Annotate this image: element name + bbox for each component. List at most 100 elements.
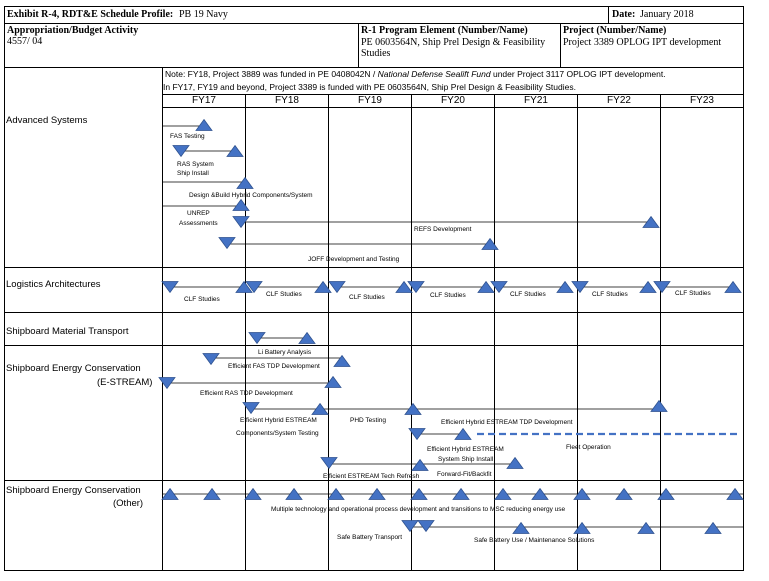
- row-label-energy-estream-sub: (E-STREAM): [97, 377, 153, 388]
- milestone-end-marker: [704, 521, 722, 534]
- milestone-end-marker: [454, 427, 472, 440]
- note-line1-c: under Project 3117 OPLOG IPT development…: [492, 69, 666, 79]
- task-clf-studies: CLF Studies: [510, 291, 546, 298]
- milestone-start-marker: [401, 520, 419, 533]
- milestone-end-marker: [512, 521, 530, 534]
- row-label-material-transport: Shipboard Material Transport: [6, 326, 129, 337]
- task-clf-studies: CLF Studies: [184, 296, 220, 303]
- outer-border: [4, 6, 744, 571]
- milestone-end-marker: [327, 487, 345, 500]
- row-label-energy-other: Shipboard Energy Conservation: [6, 485, 141, 496]
- task-clf-studies: CLF Studies: [675, 290, 711, 297]
- project-label: Project (Number/Name): [563, 25, 667, 36]
- milestone-end-marker: [642, 215, 660, 228]
- task-hybrid-testing: Components/System Testing: [236, 430, 319, 437]
- task-clf-studies: CLF Studies: [349, 294, 385, 301]
- milestone-end-marker: [404, 402, 422, 415]
- task-phd-testing: PHD Testing: [350, 417, 387, 424]
- task-eff-ras: Efficient RAS TDP Development: [200, 390, 293, 397]
- task-fleet-operation: Fleet Operation: [566, 444, 611, 451]
- row-label-energy-other-sub: (Other): [113, 498, 144, 509]
- task-ship-install: Ship Install: [177, 170, 209, 177]
- milestone-end-marker: [368, 487, 386, 500]
- milestone-end-marker: [639, 280, 657, 293]
- milestone-end-marker: [615, 487, 633, 500]
- milestone-start-marker: [218, 237, 236, 250]
- milestone-end-marker: [477, 280, 495, 293]
- milestone-end-marker: [531, 487, 549, 500]
- note-line1: Note: FY18, Project 3889 was funded in P…: [165, 69, 666, 80]
- task-clf-studies: CLF Studies: [430, 292, 466, 299]
- row-label-energy-estream: Shipboard Energy Conservation: [6, 363, 141, 374]
- task-unrep: UNREP: [187, 210, 210, 217]
- task-hybrid-install-sub: System Ship Install: [438, 456, 494, 463]
- task-eff-fas: Efficient FAS TDP Development: [228, 363, 320, 370]
- note-line1-a: Note: FY18, Project 3889 was funded in P…: [165, 69, 376, 79]
- milestone-end-marker: [657, 487, 675, 500]
- milestone-end-marker: [726, 487, 744, 500]
- milestone-end-marker: [314, 280, 332, 293]
- fy-header: FY23: [690, 95, 714, 106]
- milestone-end-marker: [195, 118, 213, 131]
- task-li-battery: Li Battery Analysis: [258, 349, 312, 356]
- milestone-end-marker: [506, 456, 524, 469]
- task-fas-testing: FAS Testing: [170, 133, 205, 140]
- milestone-start-marker: [158, 377, 176, 390]
- milestone-start-marker: [490, 281, 508, 294]
- task-hybrid-components: Efficient Hybrid ESTREAM: [240, 417, 317, 424]
- project-value: Project 3389 OPLOG IPT development: [563, 37, 722, 48]
- fy-header: FY18: [275, 95, 299, 106]
- milestone-start-marker: [408, 428, 426, 441]
- milestone-end-marker: [324, 375, 342, 388]
- milestone-end-marker: [573, 521, 591, 534]
- milestone-start-marker: [320, 457, 338, 470]
- task-clf-studies: CLF Studies: [592, 291, 628, 298]
- milestone-end-marker: [494, 487, 512, 500]
- task-hybrid-tdp: Efficient Hybrid ESTREAM TDP Development: [441, 419, 573, 426]
- milestone-end-marker: [481, 237, 499, 250]
- milestone-start-marker: [407, 281, 425, 294]
- task-safe-battery-use: Safe Battery Use / Maintenance Solutions: [474, 537, 595, 544]
- task-clf-studies: CLF Studies: [266, 291, 302, 298]
- task-safe-battery-transport: Safe Battery Transport: [337, 534, 403, 541]
- milestone-end-marker: [235, 280, 253, 293]
- note-line2: In FY17, FY19 and beyond, Project 3389 i…: [163, 82, 576, 92]
- task-multiple: Multiple technology and operational proc…: [271, 506, 566, 513]
- exhibit-label: Exhibit R-4, RDT&E Schedule Profile:: [7, 9, 174, 20]
- fy-header: FY21: [524, 95, 548, 106]
- milestone-end-marker: [452, 487, 470, 500]
- milestone-end-marker: [411, 458, 429, 471]
- milestone-start-marker: [232, 216, 250, 229]
- milestone-end-marker: [285, 487, 303, 500]
- date-value: January 2018: [640, 9, 694, 20]
- milestone-start-marker: [202, 353, 220, 366]
- row-label-logistics-architectures: Logistics Architectures: [6, 279, 101, 290]
- task-forward-fit: Forward-Fit/Backfit: [437, 471, 492, 478]
- task-hybrid-install: Efficient Hybrid ESTREAM: [427, 446, 504, 453]
- task-unrep-assessments: Assessments: [179, 220, 218, 227]
- pe-label: R-1 Program Element (Number/Name): [361, 25, 528, 36]
- milestone-end-marker: [311, 402, 329, 415]
- milestone-start-marker: [653, 281, 671, 294]
- milestone-end-marker: [637, 521, 655, 534]
- task-design-build: Design &Build Hybrid Components/System: [189, 192, 313, 199]
- task-joff: JOFF Development and Testing: [308, 256, 400, 263]
- milestone-end-marker: [226, 144, 244, 157]
- task-ras-system: RAS System: [177, 161, 214, 168]
- milestone-end-marker: [244, 487, 262, 500]
- milestone-end-marker: [236, 176, 254, 189]
- milestone-start-marker: [248, 332, 266, 345]
- approp-value: 4557/ 04: [7, 36, 43, 47]
- milestone-start-marker: [245, 281, 263, 294]
- fy-header: FY22: [607, 95, 631, 106]
- task-tech-refresh: Efficient ESTREAM Tech Refresh: [323, 473, 420, 480]
- milestone-end-marker: [232, 198, 250, 211]
- approp-label: Appropriation/Budget Activity: [7, 25, 139, 36]
- row-label-advanced-systems: Advanced Systems: [6, 115, 88, 126]
- milestone-start-marker: [161, 281, 179, 294]
- milestone-start-marker: [242, 402, 260, 415]
- milestone-end-marker: [298, 331, 316, 344]
- fy-header: FY20: [441, 95, 465, 106]
